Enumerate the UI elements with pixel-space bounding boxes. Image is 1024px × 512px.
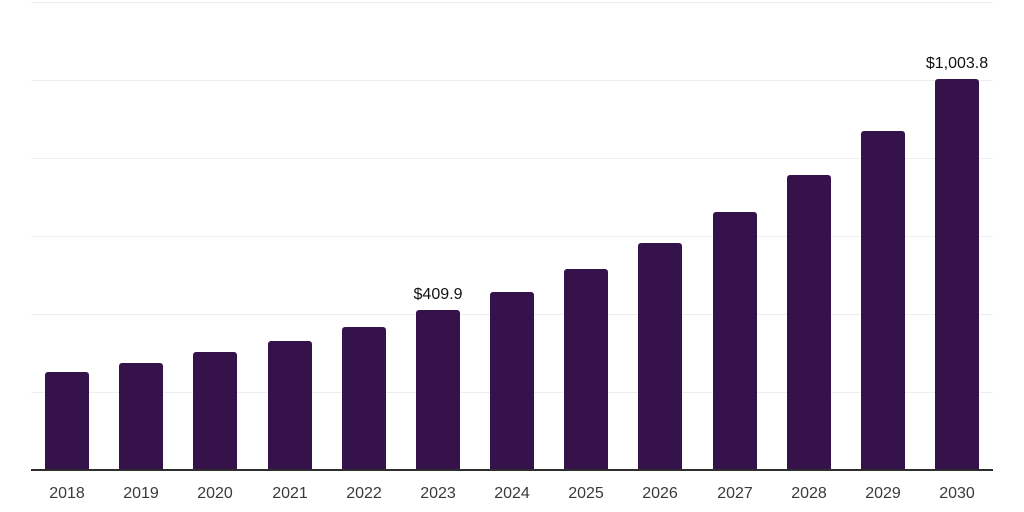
bar-2028[interactable] <box>787 175 831 470</box>
x-tick-label-2027: 2027 <box>717 485 753 502</box>
bar-2018[interactable] <box>45 372 89 470</box>
bar-2027[interactable] <box>713 212 757 470</box>
bar-2019[interactable] <box>119 363 163 470</box>
x-axis-line <box>31 469 993 471</box>
gridline <box>31 158 993 159</box>
x-tick-label-2021: 2021 <box>272 485 308 502</box>
bar-2020[interactable] <box>193 352 237 470</box>
x-tick-label-2023: 2023 <box>420 485 456 502</box>
x-axis: 2018 2019 2020 2021 2022 2023 2024 2025 2026 2027… <box>31 484 993 508</box>
x-tick-label-2030: 2030 <box>939 485 975 502</box>
value-label-2030: $1,003.8 <box>925 55 989 72</box>
x-tick-label-2029: 2029 <box>865 485 901 502</box>
bar-2021[interactable] <box>268 341 312 470</box>
gridline <box>31 2 993 3</box>
bar-2026[interactable] <box>638 243 682 470</box>
bar-2024[interactable] <box>490 292 534 470</box>
bar-2030[interactable] <box>935 79 979 470</box>
x-tick-label-2018: 2018 <box>49 485 85 502</box>
x-tick-label-2026: 2026 <box>642 485 678 502</box>
x-tick-label-2028: 2028 <box>791 485 827 502</box>
bar-2022[interactable] <box>342 327 386 470</box>
bar-2025[interactable] <box>564 269 608 470</box>
bar-2023[interactable] <box>416 310 460 470</box>
gridline <box>31 236 993 237</box>
plot-area: $409.9 $1,003.8 <box>31 2 993 470</box>
gridline <box>31 80 993 81</box>
x-tick-label-2019: 2019 <box>123 485 159 502</box>
x-tick-label-2020: 2020 <box>197 485 233 502</box>
x-tick-label-2025: 2025 <box>568 485 604 502</box>
value-label-2023: $409.9 <box>413 286 463 303</box>
x-tick-label-2022: 2022 <box>346 485 382 502</box>
x-tick-label-2024: 2024 <box>494 485 530 502</box>
bar-2029[interactable] <box>861 131 905 470</box>
